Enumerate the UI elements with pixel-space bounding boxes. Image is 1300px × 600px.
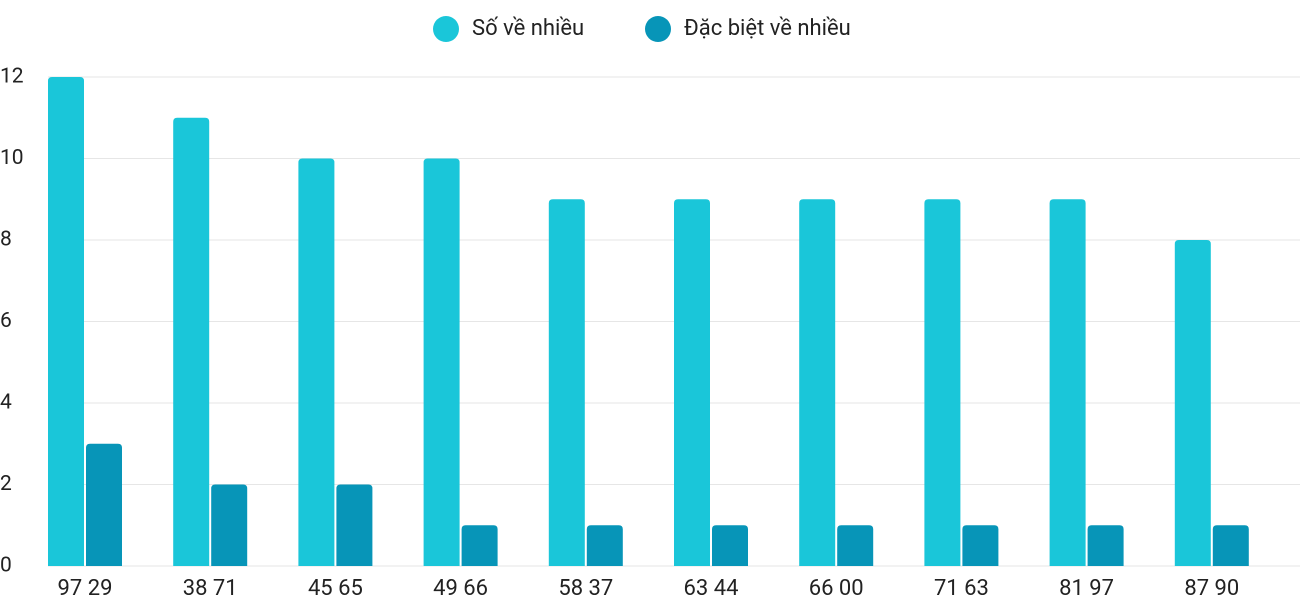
- y-tick-label: 8: [0, 228, 12, 252]
- bar: [674, 199, 710, 566]
- bar: [548, 199, 585, 566]
- y-tick-label: 10: [0, 146, 24, 170]
- y-tick-label: 12: [0, 65, 24, 89]
- x-tick-label: 87 90: [1184, 576, 1239, 600]
- bar: [423, 158, 460, 566]
- x-tick-label: 58 37: [558, 576, 613, 600]
- bar: [924, 199, 961, 566]
- bar: [586, 525, 623, 566]
- x-tick-label: 71 63: [934, 576, 989, 600]
- bar: [211, 484, 248, 566]
- y-tick-label: 2: [0, 472, 12, 496]
- bar: [837, 525, 874, 566]
- x-tick-label: 66 00: [809, 576, 864, 600]
- legend-marker: [645, 16, 671, 42]
- y-tick-label: 6: [0, 309, 12, 333]
- bar: [1174, 240, 1211, 566]
- legend-label: Đặc biệt về nhiều: [684, 16, 851, 41]
- bar: [1087, 525, 1124, 566]
- bar: [1049, 199, 1086, 566]
- bar: [48, 77, 84, 566]
- bar: [712, 525, 748, 566]
- legend-label: Số về nhiều: [472, 16, 584, 41]
- bar: [799, 199, 836, 566]
- y-tick-label: 4: [0, 391, 12, 415]
- bar: [173, 117, 210, 566]
- legend-marker: [433, 16, 459, 42]
- x-tick-label: 49 66: [433, 576, 488, 600]
- bar: [86, 443, 122, 566]
- y-tick-label: 0: [0, 554, 12, 578]
- x-tick-label: 38 71: [183, 576, 238, 600]
- bar: [1212, 525, 1249, 566]
- x-tick-label: 97 29: [58, 576, 113, 600]
- bar: [336, 484, 373, 566]
- bar: [962, 525, 999, 566]
- x-tick-label: 81 97: [1059, 576, 1114, 600]
- bar: [298, 158, 335, 566]
- bar: [461, 525, 498, 566]
- x-tick-label: 45 65: [308, 576, 363, 600]
- x-tick-label: 63 44: [684, 576, 739, 600]
